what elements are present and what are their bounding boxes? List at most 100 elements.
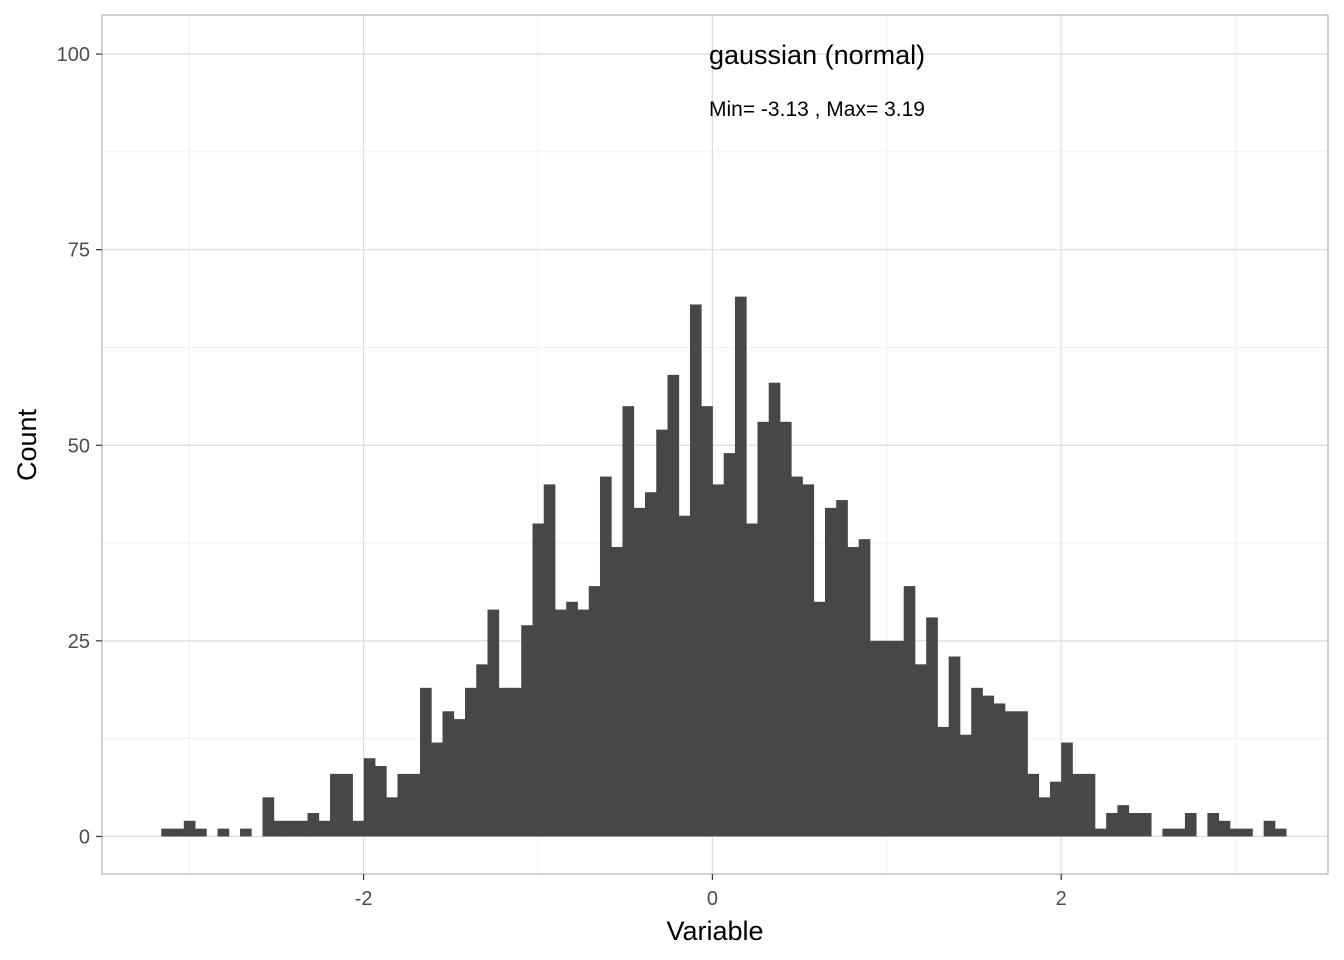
histogram-bar xyxy=(1173,828,1186,837)
histogram-bar xyxy=(465,687,477,837)
histogram-bar xyxy=(959,734,972,837)
histogram-bar xyxy=(1004,711,1017,837)
histogram-bar xyxy=(858,539,871,837)
histogram-bar xyxy=(768,382,781,837)
histogram-bar xyxy=(307,812,320,837)
histogram-bar xyxy=(498,687,511,837)
histogram-bar xyxy=(892,640,905,837)
histogram-bar xyxy=(554,609,567,837)
histogram-bar xyxy=(1083,773,1096,837)
histogram-bar xyxy=(813,601,826,837)
histogram-bar xyxy=(611,546,623,837)
histogram-bar xyxy=(195,828,207,837)
histogram-bar xyxy=(1049,781,1062,837)
histogram-bar xyxy=(1274,828,1287,837)
histogram-bar xyxy=(948,656,961,837)
histogram-bar xyxy=(566,601,578,837)
histogram-bar xyxy=(386,797,398,837)
histogram-bar xyxy=(971,687,983,837)
histogram-bar xyxy=(723,453,736,837)
histogram-bar xyxy=(476,664,488,837)
histogram-bar xyxy=(532,523,545,837)
histogram-bar xyxy=(1229,828,1242,837)
histogram-bar xyxy=(240,828,252,837)
histogram-bar xyxy=(431,742,443,837)
histogram-bar xyxy=(397,773,410,837)
histogram-bar xyxy=(1207,812,1220,837)
histogram-bar xyxy=(1061,742,1073,837)
histogram-bar xyxy=(667,374,680,837)
histogram-bar xyxy=(172,828,185,837)
histogram-bar xyxy=(352,820,365,837)
histogram-bar xyxy=(1106,812,1118,837)
histogram-bar xyxy=(330,773,342,837)
histogram-bar xyxy=(802,484,815,837)
histogram-bar xyxy=(588,586,601,837)
histogram-bar xyxy=(1094,828,1107,837)
histogram-bar xyxy=(914,664,927,837)
histogram-bar xyxy=(217,828,230,837)
x-tick-label: 0 xyxy=(707,888,718,910)
histogram-bar xyxy=(599,476,612,837)
annotation-title: gaussian (normal) xyxy=(709,40,925,70)
histogram-bar xyxy=(937,726,950,837)
histogram-bars xyxy=(161,296,1287,837)
histogram-bar xyxy=(408,773,421,837)
y-tick-label: 0 xyxy=(79,826,90,848)
histogram-bar xyxy=(712,484,725,837)
histogram-bar xyxy=(285,820,297,837)
histogram-bar xyxy=(318,820,331,837)
histogram-bar xyxy=(487,609,500,837)
histogram-bar xyxy=(521,625,533,837)
histogram-bar xyxy=(273,820,286,837)
histogram-bar xyxy=(982,695,995,837)
histogram-bar xyxy=(701,406,713,837)
histogram-bar xyxy=(734,296,747,837)
histogram-bar xyxy=(779,421,792,837)
histogram-bar xyxy=(1184,812,1197,837)
y-tick-label: 100 xyxy=(57,44,90,66)
histogram-bar xyxy=(993,703,1006,837)
histogram-bar xyxy=(1117,805,1130,837)
histogram-bar xyxy=(1162,828,1175,837)
histogram-bar xyxy=(869,640,882,837)
histogram-bar xyxy=(1128,812,1141,837)
histogram-bar xyxy=(183,820,196,837)
histogram-bar xyxy=(791,476,803,837)
y-axis-title: Count xyxy=(12,408,42,481)
histogram-bar xyxy=(622,406,635,837)
histogram-bar xyxy=(824,507,837,837)
x-tick-label: 2 xyxy=(1056,888,1067,910)
x-axis-ticks: -2 0 2 xyxy=(355,874,1067,910)
x-axis-title: Variable xyxy=(666,916,763,946)
histogram-bar xyxy=(161,828,173,837)
histogram-bar xyxy=(746,523,758,837)
histogram-bar xyxy=(510,687,522,837)
histogram-bar xyxy=(633,507,646,837)
histogram-bar xyxy=(296,820,308,837)
x-tick-label: -2 xyxy=(355,888,373,910)
histogram-bar xyxy=(847,546,860,837)
histogram-bar xyxy=(903,586,916,837)
histogram-bar xyxy=(1241,828,1253,837)
histogram-bar xyxy=(1139,812,1152,837)
histogram-bar xyxy=(420,687,432,837)
y-axis-ticks: 0 25 50 75 100 xyxy=(57,44,102,848)
histogram-bar xyxy=(442,711,455,837)
histogram-bar xyxy=(678,515,691,837)
histogram-bar xyxy=(757,421,770,837)
histogram-bar xyxy=(543,484,556,837)
histogram-bar xyxy=(1072,773,1085,837)
histogram-bar xyxy=(1038,797,1051,837)
histogram-bar xyxy=(656,429,668,837)
panel-border xyxy=(101,14,1329,875)
histogram-bar xyxy=(1027,773,1040,837)
histogram-bar xyxy=(341,773,353,837)
histogram-bar xyxy=(453,719,466,837)
histogram-bar xyxy=(1263,820,1276,837)
y-tick-label: 75 xyxy=(68,240,90,262)
histogram-bar xyxy=(363,758,376,837)
histogram-bar xyxy=(689,304,702,837)
y-tick-label: 25 xyxy=(68,631,90,653)
